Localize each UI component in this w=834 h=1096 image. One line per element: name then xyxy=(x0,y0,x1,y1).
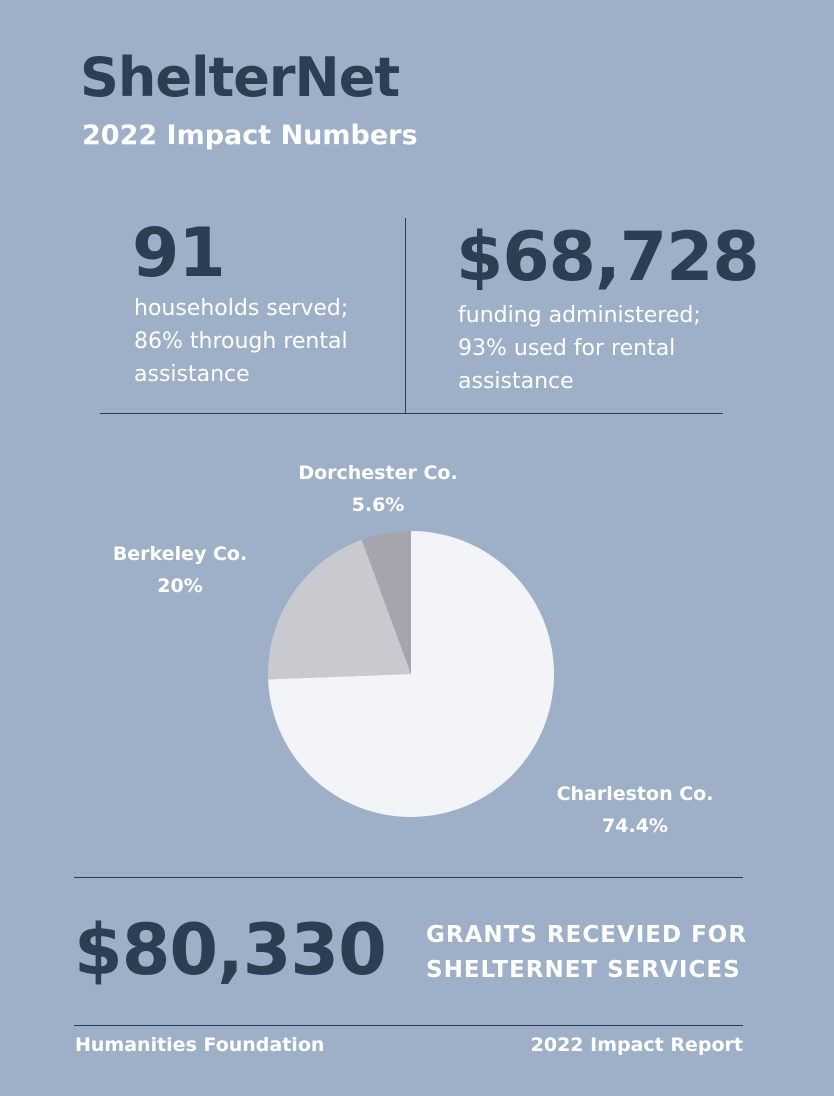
county-distribution-pie-chart: Charleston Co. 74.4% Berkeley Co. 20% Dorche… xyxy=(113,462,714,837)
pie-label-percent: 5.6% xyxy=(352,494,405,516)
footer-organization: Humanities Foundation xyxy=(75,1034,325,1056)
pie-slice-dorchester-co xyxy=(361,531,411,674)
grants-total-number: $80,330 xyxy=(74,909,387,991)
pie-slice-charleston-co xyxy=(268,531,554,817)
funding-administered-number: $68,728 xyxy=(456,218,760,297)
footer-report-title: 2022 Impact Report xyxy=(530,1034,743,1056)
stats-vertical-divider xyxy=(405,218,406,414)
households-served-description: households served; 86% through rental as… xyxy=(134,296,349,387)
pie-slice-berkeley-co xyxy=(267,539,411,680)
stats-bottom-divider xyxy=(100,413,723,414)
pie-label-name: Berkeley Co. xyxy=(113,543,247,565)
pie-label-percent: 74.4% xyxy=(602,815,668,837)
pie-label-percent: 20% xyxy=(157,575,202,597)
pie-label-name: Dorchester Co. xyxy=(298,462,457,484)
pie-label-name: Charleston Co. xyxy=(557,783,714,805)
grants-label: GRANTS RECEVIED FOR SHELTERNET SERVICES xyxy=(426,922,748,983)
grants-top-divider xyxy=(74,877,743,878)
households-served-number: 91 xyxy=(132,214,226,293)
pie-slices xyxy=(267,531,554,817)
funding-administered-description: funding administered; 93% used for renta… xyxy=(458,303,701,394)
page-title: ShelterNet xyxy=(80,46,400,109)
page-subtitle: 2022 Impact Numbers xyxy=(82,120,418,151)
footer-divider xyxy=(74,1025,743,1026)
pie-labels: Charleston Co. 74.4% Berkeley Co. 20% Dorche… xyxy=(113,462,714,837)
